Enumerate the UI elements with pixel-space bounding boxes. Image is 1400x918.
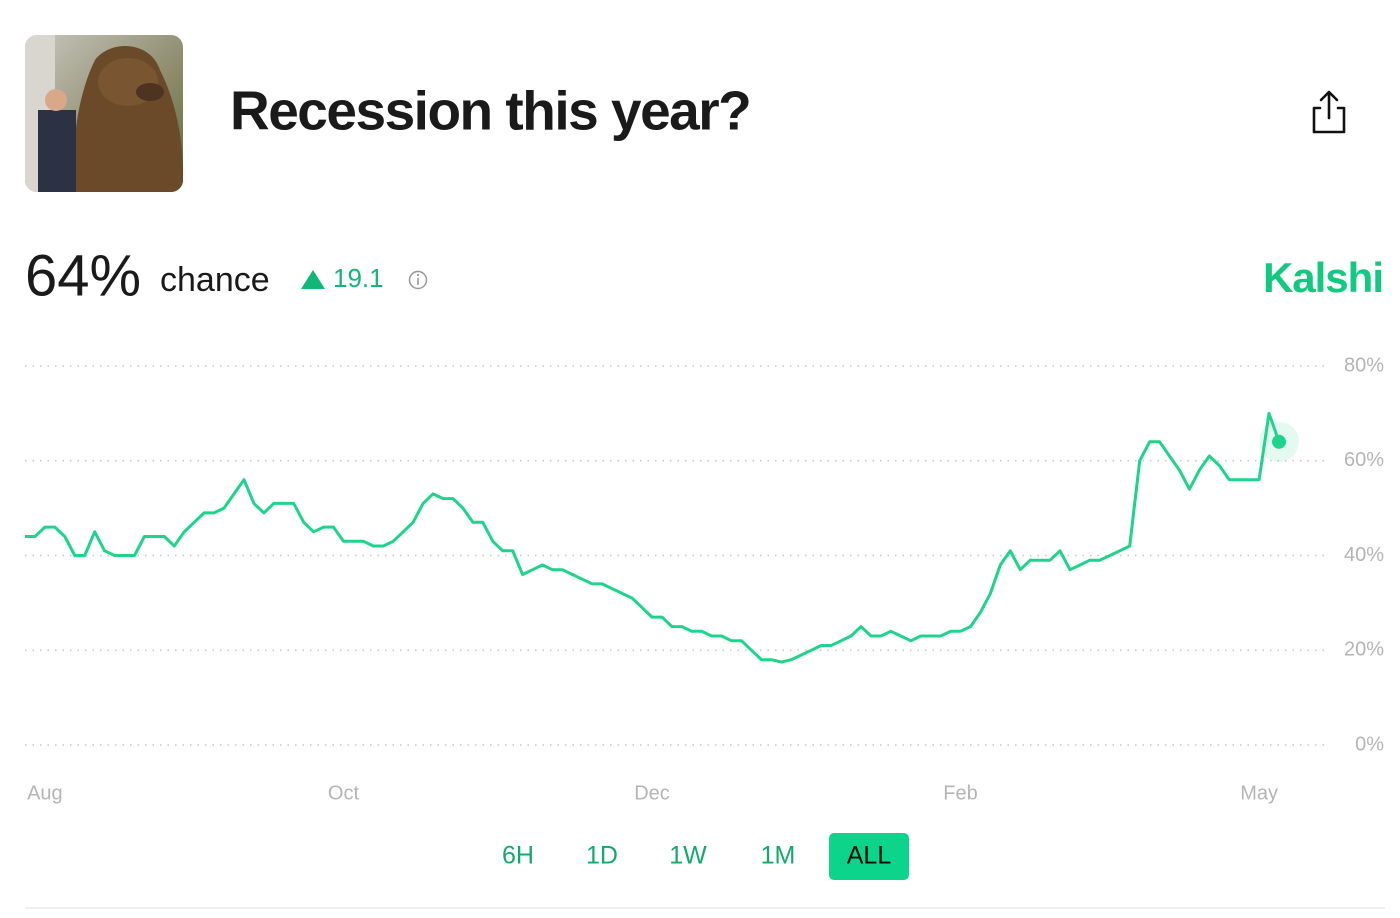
info-icon[interactable]: [408, 270, 428, 290]
chance-value: 64%: [25, 243, 141, 308]
range-button-bg[interactable]: [829, 833, 909, 880]
y-tick-label: 20%: [1344, 639, 1384, 661]
x-tick-label: Aug: [27, 782, 63, 804]
range-button[interactable]: ALL: [847, 842, 892, 870]
y-tick-label: 40%: [1344, 544, 1384, 566]
x-tick-label: Dec: [634, 782, 670, 804]
line: [25, 411, 1281, 664]
range-button[interactable]: 1D: [586, 842, 618, 870]
title: Recession this year?: [230, 80, 750, 142]
thumbnail: [25, 35, 183, 192]
end-dot: [1272, 434, 1286, 449]
up-arrow: [301, 270, 325, 289]
x-tick-label: Feb: [943, 782, 977, 804]
range-button[interactable]: 6H: [502, 842, 534, 870]
share-button[interactable]: [1312, 90, 1346, 134]
range-button[interactable]: 1W: [669, 842, 707, 870]
y-tick-label: 80%: [1344, 354, 1384, 376]
y-tick-label: 0%: [1355, 733, 1384, 755]
chance-word: chance: [160, 261, 270, 299]
source: Kalshi: [1263, 254, 1383, 301]
change: 19.1: [333, 263, 384, 293]
y-tick-label: 60%: [1344, 449, 1384, 471]
x-tick-label: Oct: [328, 782, 360, 804]
x-tick-label: May: [1240, 782, 1278, 804]
range-button[interactable]: 1M: [761, 842, 796, 870]
